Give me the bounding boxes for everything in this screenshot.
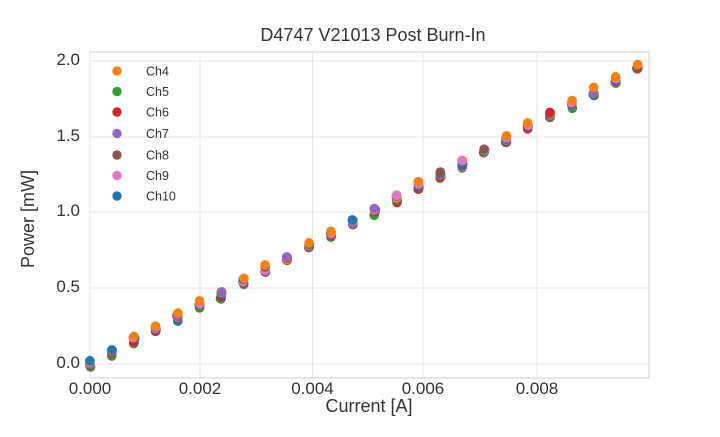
svg-text:D4747 V21013 Post Burn-In: D4747 V21013 Post Burn-In	[260, 25, 485, 45]
svg-text:0.0: 0.0	[56, 353, 80, 372]
svg-text:0.008: 0.008	[516, 379, 559, 398]
svg-text:2.0: 2.0	[56, 50, 80, 69]
svg-text:0.002: 0.002	[179, 379, 222, 398]
svg-text:0.000: 0.000	[69, 379, 112, 398]
svg-text:Ch7: Ch7	[146, 127, 169, 141]
svg-text:Ch6: Ch6	[146, 106, 169, 120]
svg-text:Current [A]: Current [A]	[325, 396, 412, 416]
svg-text:Ch9: Ch9	[146, 169, 169, 183]
svg-text:Ch8: Ch8	[146, 149, 169, 163]
svg-text:Power [mW]: Power [mW]	[18, 170, 38, 268]
svg-text:1.5: 1.5	[56, 126, 80, 145]
svg-text:1.0: 1.0	[56, 201, 80, 220]
svg-text:Ch5: Ch5	[146, 85, 169, 99]
svg-text:Ch4: Ch4	[146, 65, 169, 79]
svg-text:0.5: 0.5	[56, 277, 80, 296]
svg-text:Ch10: Ch10	[146, 190, 176, 204]
